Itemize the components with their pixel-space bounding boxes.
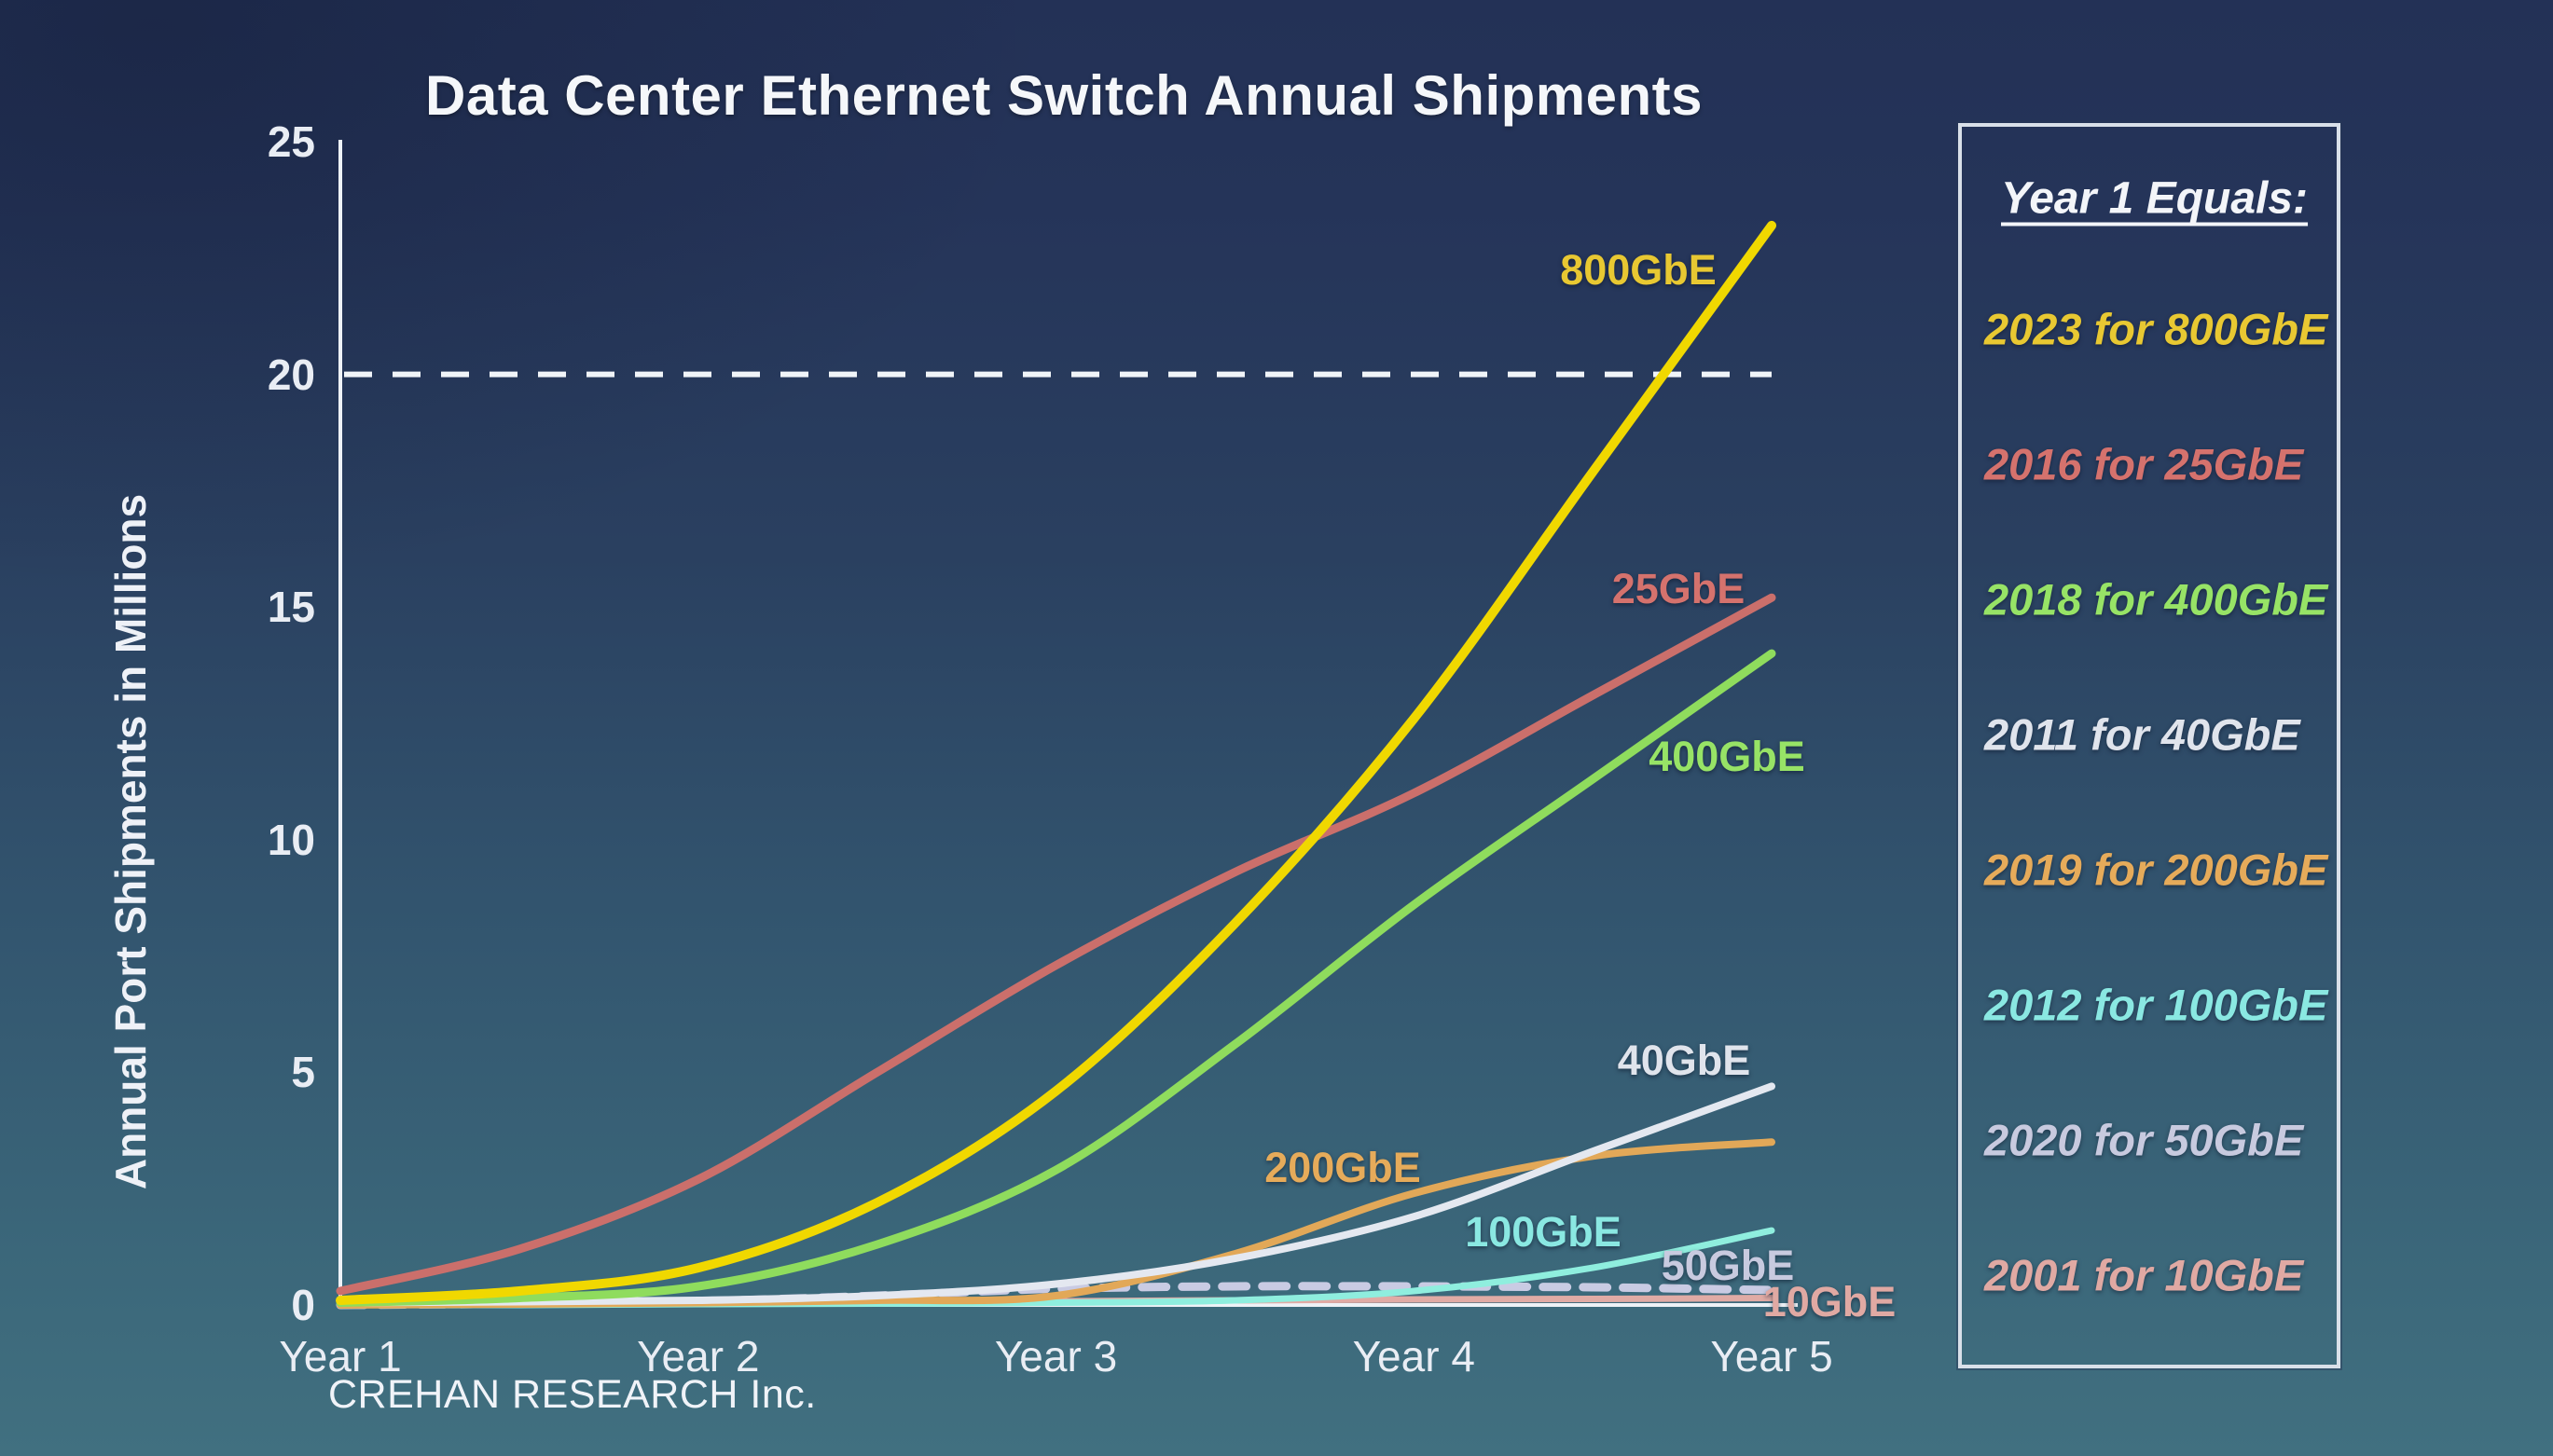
legend-entry-400gbe: 2018 for 400GbE — [1984, 574, 2328, 625]
legend-entry-40gbe: 2011 for 40GbE — [1984, 709, 2300, 760]
y-tick-label-15: 15 — [267, 583, 315, 632]
series-line-800gbe — [336, 220, 1776, 1305]
series-line-40gbe — [337, 1082, 1775, 1307]
series-label-800gbe: 800GbE — [1560, 246, 1717, 294]
series-label-400gbe: 400GbE — [1649, 733, 1805, 780]
x-tick-label-year-1: Year 1 — [279, 1332, 402, 1380]
legend-entry-800gbe: 2023 for 800GbE — [1984, 304, 2328, 354]
legend-box — [1958, 123, 2340, 1368]
legend-entry-25gbe: 2016 for 25GbE — [1984, 439, 2304, 489]
credit-text: CREHAN RESEARCH Inc. — [328, 1372, 817, 1417]
series-label-10gbe: 10GbE — [1762, 1278, 1897, 1326]
series-line-400gbe — [336, 649, 1776, 1307]
y-tick-label-20: 20 — [267, 350, 315, 399]
chart-title: Data Center Ethernet Switch Annual Shipm… — [425, 64, 1703, 127]
x-tick-label-year-4: Year 4 — [1352, 1332, 1475, 1380]
legend-entry-10gbe: 2001 for 10GbE — [1984, 1250, 2304, 1300]
legend-entry-100gbe: 2012 for 100GbE — [1984, 980, 2328, 1030]
legend-entry-50gbe: 2020 for 50GbE — [1984, 1115, 2304, 1165]
series-label-25gbe: 25GbE — [1611, 565, 1746, 612]
series-label-50gbe: 50GbE — [1661, 1242, 1795, 1289]
x-tick-label-year-3: Year 3 — [994, 1332, 1118, 1380]
x-tick-label-year-5: Year 5 — [1710, 1332, 1833, 1380]
legend-title: Year 1 Equals: — [2001, 173, 2309, 224]
y-tick-label-0: 0 — [291, 1281, 315, 1329]
legend-entry-200gbe: 2019 for 200GbE — [1984, 845, 2328, 895]
y-tick-label-25: 25 — [267, 117, 315, 166]
y-tick-label-5: 5 — [291, 1048, 315, 1097]
series-label-100gbe: 100GbE — [1465, 1208, 1622, 1256]
y-tick-label-10: 10 — [267, 815, 315, 864]
series-label-40gbe: 40GbE — [1617, 1037, 1751, 1084]
x-tick-label-year-2: Year 2 — [637, 1332, 760, 1380]
series-line-25gbe — [336, 593, 1776, 1296]
series-label-200gbe: 200GbE — [1264, 1144, 1421, 1191]
